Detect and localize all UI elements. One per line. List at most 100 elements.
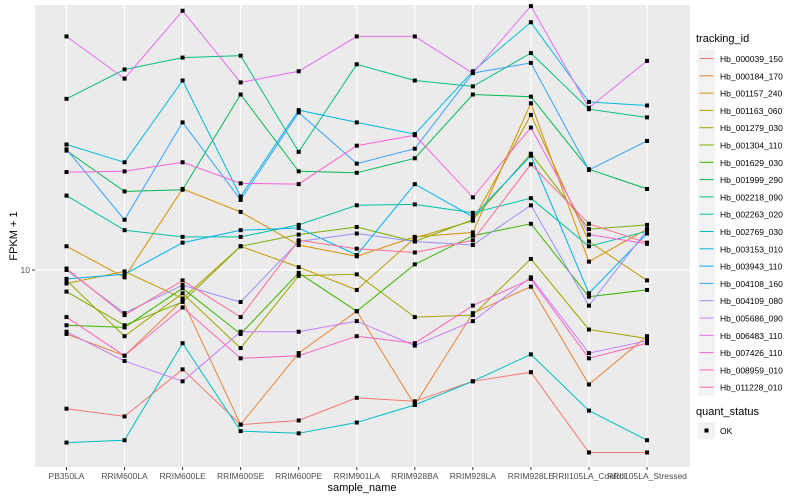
data-point [645,438,649,443]
data-point [180,160,185,165]
legend-label: Hb_001157_240 [720,89,783,99]
data-point [354,231,359,236]
data-point [238,194,243,199]
data-point [586,294,591,299]
data-point [238,244,243,249]
data-point [122,313,127,318]
legend-label: Hb_006483_110 [720,331,783,341]
data-point [354,272,359,277]
data-point [586,327,591,332]
data-point [528,60,533,65]
data-point [470,217,475,222]
data-point [586,303,591,308]
data-point [122,275,127,280]
data-point [528,221,533,226]
data-point [586,382,591,387]
data-point [238,228,243,233]
legend: tracking_id Hb_000039_150Hb_000184_170Hb… [696,33,783,439]
data-point [528,112,533,117]
plot-panel [35,5,690,467]
data-point [354,161,359,166]
data-point [180,379,185,384]
data-point [528,256,533,261]
legend-label: Hb_008959_010 [720,365,783,375]
data-point [122,228,127,233]
data-point [238,209,243,214]
data-point [64,406,69,411]
data-point [122,272,127,277]
data-point [354,120,359,125]
data-point [586,239,591,244]
data-point [64,315,69,320]
legend-label: Hb_000184_170 [720,71,783,81]
data-point [412,343,417,348]
data-point [470,233,475,238]
data-point [296,431,301,436]
data-point [528,276,533,281]
legend-label: Hb_001279_030 [720,123,783,133]
data-point [412,399,417,404]
x-axis-title: sample_name [327,482,396,494]
data-point [238,80,243,85]
data-point [296,353,301,358]
data-point [354,319,359,324]
data-point [470,303,475,308]
data-point [296,108,301,113]
data-point [354,253,359,258]
data-point [586,244,591,249]
data-point [64,193,69,198]
data-point [296,270,301,275]
data-point [470,238,475,243]
data-point [645,278,649,283]
data-point [180,299,185,304]
data-point [645,240,649,245]
data-point [238,422,243,427]
data-point [296,149,301,154]
data-point [586,356,591,361]
data-point [412,78,417,83]
data-point [64,281,69,286]
data-point [122,353,127,358]
data-point [412,315,417,320]
data-point [180,120,185,125]
data-point [645,228,649,233]
legend-label: Hb_000039_150 [720,54,783,64]
data-point [528,162,533,167]
data-point [586,99,591,104]
data-point [470,379,475,384]
data-point [586,259,591,264]
x-tick-label: RRII105LA_Stressed [607,471,687,481]
legend-label: Hb_004109_080 [720,296,783,306]
data-point [528,94,533,99]
data-point [180,286,185,291]
data-point [122,67,127,72]
data-point [180,291,185,296]
data-point [122,160,127,165]
data-point [528,370,533,375]
legend-label: Hb_003153_010 [720,244,783,254]
legend-label: Hb_005686_090 [720,314,783,324]
data-point [64,170,69,175]
data-point [470,313,475,318]
legend-items: Hb_000039_150 Hb_000184_170 Hb_001157_240 H… [698,50,783,396]
data-point [122,169,127,174]
data-point [645,138,649,143]
data-point [645,287,649,292]
data-point [296,273,301,278]
data-point [528,101,533,106]
data-point [528,4,533,9]
data-point [645,186,649,191]
data-point [296,182,301,187]
data-point [180,278,185,283]
shape-legend-title: quant_status [696,406,759,418]
data-point [296,110,301,115]
data-point [412,262,417,267]
data-point [354,420,359,425]
data-point [586,232,591,237]
legend-label: Hb_001629_030 [720,158,783,168]
data-point [64,266,69,271]
data-point [470,71,475,76]
data-point [354,203,359,208]
legend-label: Hb_011228_010 [720,383,783,393]
